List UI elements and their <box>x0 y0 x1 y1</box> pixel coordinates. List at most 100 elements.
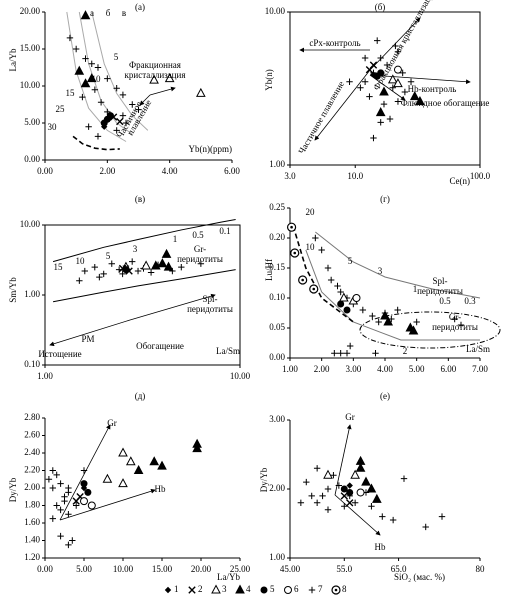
point <box>157 258 168 268</box>
x-tick-label: 20.00 <box>191 564 212 574</box>
point <box>340 492 348 500</box>
point <box>85 123 92 130</box>
point <box>346 482 353 489</box>
point <box>49 484 56 492</box>
x-axis-label: Yb(n)(ppm) <box>189 144 233 154</box>
model-curve <box>66 11 127 142</box>
point <box>346 488 354 496</box>
x-axis-label: La/Yb <box>217 572 240 582</box>
annotation: Истощение <box>38 349 81 359</box>
point <box>337 350 344 357</box>
point <box>383 61 391 69</box>
panel-label: (б) <box>375 2 386 12</box>
point <box>389 516 397 524</box>
point <box>100 119 108 127</box>
point <box>128 258 136 265</box>
arrow <box>149 86 176 96</box>
panel-label: (д) <box>135 391 146 401</box>
y-tick-label: 0.10 <box>24 359 40 369</box>
annotation: 10 <box>76 256 86 266</box>
point <box>303 478 310 486</box>
point <box>401 88 409 96</box>
point <box>284 586 292 594</box>
legend-label: 1 <box>174 584 179 594</box>
point <box>405 322 416 332</box>
point <box>377 119 384 126</box>
point <box>106 112 114 120</box>
annotation: Gr- <box>194 244 206 254</box>
arrows <box>49 17 501 536</box>
x-tick-label: 5.00 <box>409 364 425 374</box>
point <box>164 73 175 83</box>
point <box>346 342 354 350</box>
point <box>343 306 351 314</box>
y-tick-label: 1.60 <box>24 517 40 527</box>
y-tick-label: 1.20 <box>24 552 40 562</box>
point <box>178 263 185 271</box>
point <box>134 267 142 275</box>
panel: (г) La/Sm Lu/Hf 1.00 2.00 3.00 4.00 5.00 6.00 7.0… <box>264 194 490 374</box>
x-tick-label: 2.00 <box>314 364 330 374</box>
point <box>394 98 402 105</box>
annotation: 3 <box>378 266 383 276</box>
arrow <box>59 424 111 521</box>
y-axis-label: Yb(n) <box>264 69 274 91</box>
point <box>84 488 92 496</box>
point <box>94 64 102 71</box>
y-axis-label: La/Yb <box>8 48 18 71</box>
point <box>359 306 367 314</box>
panel: (е) SiO₂ (мас. %) Dy/Yb 45.00 55.0 65.0 80 1.00… <box>259 391 485 582</box>
point <box>375 318 382 326</box>
point <box>334 282 341 290</box>
y-tick-label: 2.40 <box>24 447 40 457</box>
x-tick-label: 7.00 <box>472 364 488 374</box>
point <box>346 499 354 507</box>
panel-label: (в) <box>135 194 145 204</box>
point <box>394 306 401 314</box>
point <box>109 113 118 121</box>
annotation: 1 <box>173 234 178 244</box>
point <box>108 260 115 267</box>
point <box>457 321 465 329</box>
point <box>351 499 359 506</box>
point <box>308 586 316 594</box>
x-tick-label: 100.0 <box>470 171 491 181</box>
point-dot <box>301 278 304 282</box>
y-tick-label: 10.00 <box>20 80 41 90</box>
point <box>386 115 394 123</box>
point <box>81 267 89 275</box>
point <box>53 471 60 479</box>
point <box>341 503 348 510</box>
annotation: 5 <box>348 256 353 266</box>
annotation: 2 <box>403 346 408 356</box>
point <box>324 264 332 272</box>
point <box>366 93 373 100</box>
x-tick-label: 3.0 <box>284 171 296 181</box>
point <box>312 234 319 242</box>
annotation: Gr- <box>449 312 461 322</box>
x-tick-label: 5.00 <box>76 564 92 574</box>
point <box>49 515 56 522</box>
annotation: 5 <box>114 52 119 62</box>
y-tick-label: 0.15 <box>269 262 285 272</box>
point <box>97 99 105 106</box>
legend-label: 3 <box>222 584 227 594</box>
x-tick-label: 4.00 <box>162 166 178 176</box>
arrow <box>369 74 471 85</box>
x-tick-label: 10.00 <box>113 564 134 574</box>
point <box>409 91 420 101</box>
x-tick-label: 1.00 <box>37 371 53 381</box>
point <box>387 74 398 84</box>
model-curve <box>91 11 149 131</box>
point <box>394 48 402 55</box>
point <box>80 480 88 488</box>
y-tick-label: 1.00 <box>24 289 40 299</box>
x-tick-label: 10.0 <box>347 171 363 181</box>
x-axis-label: La/Sm <box>466 344 490 354</box>
annotation: 10 <box>306 242 316 252</box>
y-tick-label: 3.00 <box>269 414 285 424</box>
panel: (в) La/Sm Sm/Yb 1.00 10.00 0.10 1.00 10.00 Gr-пе… <box>8 194 251 381</box>
point <box>308 492 315 500</box>
point <box>352 294 361 302</box>
